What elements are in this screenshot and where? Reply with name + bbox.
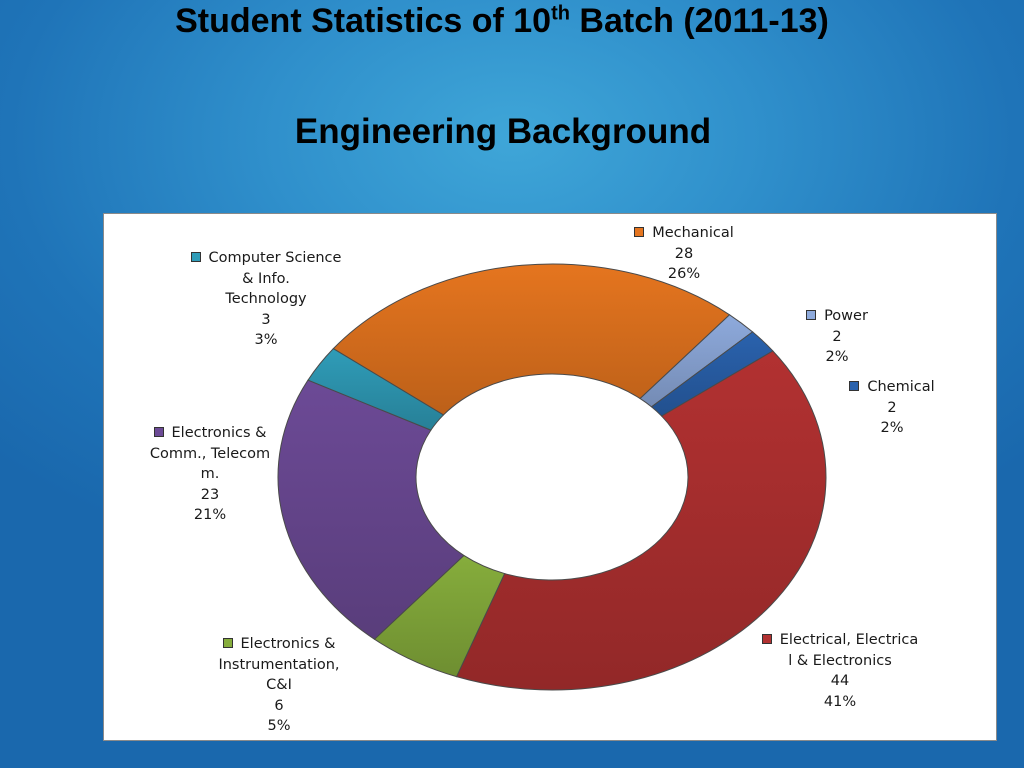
- slice-percent-electrical: 41%: [823, 693, 857, 710]
- slice-label-instrumentation-1: Electronics &: [240, 636, 336, 652]
- slice-label-electrical-1: Electrical, Electrica: [779, 632, 919, 648]
- slice-value-instrumentation: 6: [274, 697, 284, 714]
- slice-percent-computer-science: 3%: [254, 332, 278, 348]
- legend-instrumentation: Electronics & Instrumentation, C&I 6 5%: [184, 634, 374, 737]
- slice-label-instrumentation-2: Instrumentation,: [218, 656, 340, 673]
- slice-percent-telecom: 21%: [193, 507, 227, 523]
- slide-subtitle: Engineering Background: [294, 112, 712, 151]
- legend-swatch-chemical: [849, 381, 860, 391]
- slice-value-electrical: 44: [830, 673, 850, 689]
- legend-electrical: Electrical, Electrica l & Electronics 44…: [740, 630, 940, 712]
- donut-chart: [277, 263, 827, 691]
- slice-label-telecom-1: Electronics &: [171, 425, 267, 441]
- slice-percent-chemical: 2%: [880, 420, 904, 436]
- chart-frame: Mechanical 28 26% Power 2 2% Chemical 2 …: [103, 213, 997, 741]
- slice-label-electrical-2: l & Electronics: [788, 652, 892, 669]
- slice-elec: [455, 350, 827, 691]
- title-superscript: th: [551, 2, 570, 25]
- slice-mech: [332, 263, 731, 416]
- slice-cs: [307, 348, 445, 431]
- slice-value-telecom: 23: [200, 486, 220, 503]
- legend-swatch-telecom: [153, 427, 164, 437]
- legend-swatch-mechanical: [634, 227, 645, 237]
- slice-percent-instrumentation: 5%: [267, 718, 291, 734]
- legend-swatch-instrumentation: [222, 638, 233, 648]
- slide-title: Student Statistics of 10th Batch (2011-1…: [175, 2, 829, 40]
- legend-computer-science: Computer Science & Info. Technology 3 3%: [166, 248, 366, 351]
- slice-label-computer-science-1: Computer Science: [208, 250, 342, 266]
- slice-label-instrumentation-3: C&I: [266, 677, 292, 693]
- legend-telecom: Electronics & Comm., Telecom m. 23 21%: [110, 423, 310, 526]
- slice-label-power: Power: [824, 308, 868, 324]
- legend-swatch-power: [806, 310, 817, 320]
- legend-power: Power 2 2%: [782, 306, 892, 368]
- slice-label-telecom-2: Comm., Telecom: [149, 445, 271, 462]
- legend-chemical: Chemical 2 2%: [827, 377, 957, 439]
- legend-swatch-computer-science: [190, 252, 201, 262]
- slice-ece: [277, 379, 465, 640]
- legend-mechanical: Mechanical 28 26%: [614, 223, 754, 285]
- slice-label-mechanical: Mechanical: [652, 225, 734, 241]
- slice-value-chemical: 2: [887, 399, 897, 416]
- legend-swatch-electrical: [761, 634, 772, 644]
- slice-label-computer-science-3: Technology: [225, 291, 307, 307]
- slice-value-power: 2: [832, 328, 842, 345]
- slice-label-telecom-3: m.: [200, 466, 220, 482]
- slice-percent-mechanical: 26%: [667, 266, 701, 282]
- slice-value-mechanical: 28: [674, 245, 694, 262]
- slice-value-computer-science: 3: [261, 311, 271, 328]
- slice-label-computer-science-2: & Info.: [242, 270, 290, 287]
- slice-percent-power: 2%: [825, 349, 849, 365]
- slice-label-chemical: Chemical: [867, 379, 935, 395]
